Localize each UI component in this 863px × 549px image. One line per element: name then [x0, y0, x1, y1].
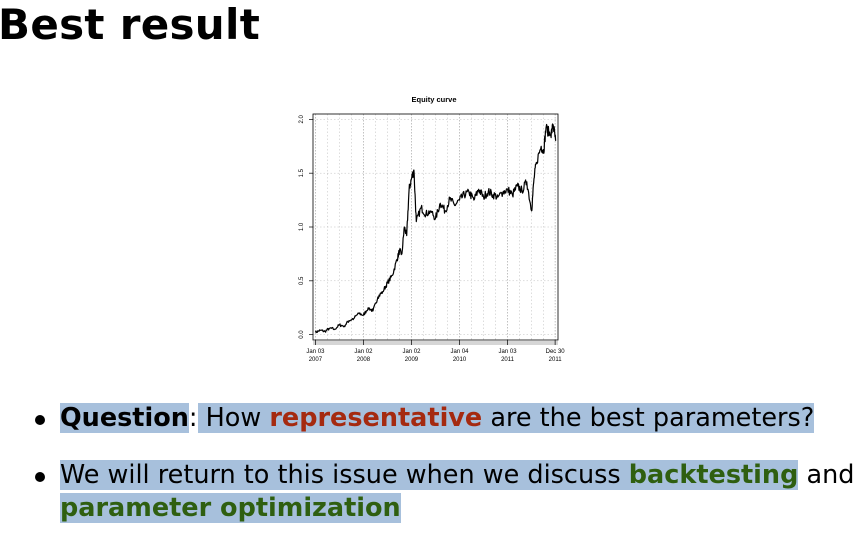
bullet-text-lead: We will return to this issue when we dis… [60, 460, 629, 490]
y-tick-label: 0.5 [299, 276, 305, 285]
x-tick-label-year: 2008 [357, 357, 371, 363]
x-tick-label: Jan 04 [451, 349, 470, 355]
x-tick-label-year: 2011 [549, 357, 563, 363]
x-tick-label: Jan 02 [402, 349, 421, 355]
x-tick-label-year: 2007 [309, 357, 323, 363]
x-tick-label: Jan 02 [354, 349, 373, 355]
x-tick-label: Jan 03 [306, 349, 325, 355]
x-tick-label-year: 2011 [501, 357, 515, 363]
question-text-rest: are the best parameters? [482, 403, 815, 433]
question-label: Question [60, 403, 189, 433]
y-tick-label: 0.0 [299, 330, 305, 339]
chart-series-group [314, 123, 557, 334]
x-tick-label-year: 2009 [405, 357, 419, 363]
bullet-text-and: and [798, 460, 855, 490]
bullet-item-backtesting: We will return to this issue when we dis… [30, 459, 860, 525]
bullet-dot-icon [35, 415, 45, 425]
x-tick-label: Dec 30 [546, 349, 566, 355]
y-tick-label: 1.0 [299, 222, 305, 231]
slide-title: Best result [0, 0, 261, 49]
chart-title: Equity curve [411, 95, 456, 104]
parameter-optimization-term: parameter optimization [60, 493, 401, 523]
chart-grid [313, 114, 558, 340]
equity-curve-chart: Equity curve 0.00.51.01.52.0 Jan 032007J… [299, 95, 565, 363]
question-colon: : [188, 403, 198, 433]
x-axis-band [313, 341, 558, 345]
y-axis: 0.0 0.5 1.0 1.5 2.0 [299, 115, 313, 339]
y-tick-label: 1.5 [299, 168, 305, 177]
question-text-how: How [197, 403, 270, 433]
backtesting-term: backtesting [628, 460, 799, 490]
x-tick-label: Jan 03 [499, 349, 518, 355]
bullet-item-question: Question: How representative are the bes… [30, 402, 860, 435]
y-tick-label: 2.0 [299, 115, 305, 124]
x-tick-label-year: 2010 [453, 357, 467, 363]
representative-term: representative [269, 403, 483, 433]
bullet-list: Question: How representative are the bes… [30, 402, 860, 525]
x-axis: Jan 03 2007 Jan 02 2008 Jan 02 2009 Jan 04 2010… [306, 340, 565, 363]
equity-series-line [314, 123, 557, 334]
bullet-dot-icon [35, 472, 45, 482]
